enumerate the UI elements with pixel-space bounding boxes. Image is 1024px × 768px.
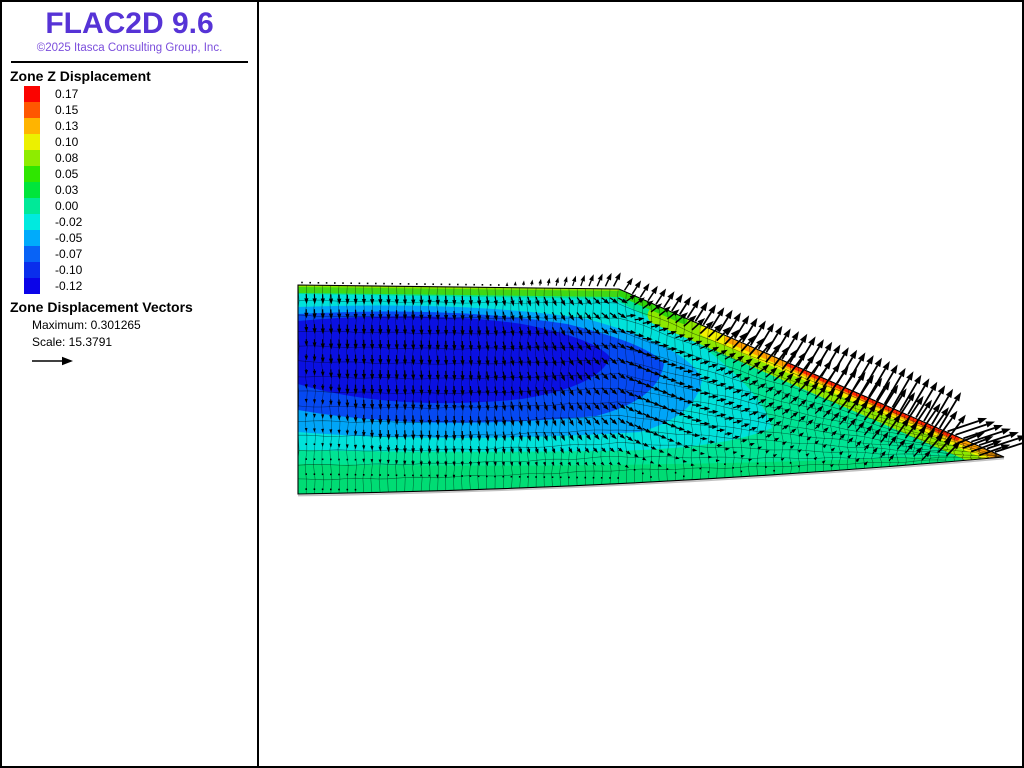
copyright-text: ©2025 Itasca Consulting Group, Inc. xyxy=(36,42,223,54)
divider xyxy=(11,61,248,63)
legend-color-swatch xyxy=(24,278,40,294)
legend-color-swatch xyxy=(24,198,40,214)
legend-color-swatch xyxy=(24,262,40,278)
legend-value: -0.05 xyxy=(55,231,83,245)
vector-maximum: Maximum: 0.301265 xyxy=(32,318,141,332)
legend-color-swatch xyxy=(24,86,40,102)
legend-value: 0.13 xyxy=(55,119,79,133)
legend-value: -0.12 xyxy=(55,279,83,293)
legend-value: 0.17 xyxy=(55,87,79,101)
legend-entry: 0.17 xyxy=(24,86,257,102)
legend-value: 0.00 xyxy=(55,199,79,213)
panel-separator xyxy=(257,2,259,766)
legend-entry: 0.15 xyxy=(24,102,257,118)
legend-entry: -0.07 xyxy=(24,246,257,262)
legend-value: 0.08 xyxy=(55,151,79,165)
legend-value: 0.05 xyxy=(55,167,79,181)
legend-value: 0.10 xyxy=(55,135,79,149)
legend-color-swatch xyxy=(24,182,40,198)
legend-entry: 0.00 xyxy=(24,198,257,214)
legend-entry: 0.03 xyxy=(24,182,257,198)
legend-entry: -0.12 xyxy=(24,278,257,294)
legend-value: -0.02 xyxy=(55,215,83,229)
legend-entry: -0.10 xyxy=(24,262,257,278)
legend-value: -0.07 xyxy=(55,247,83,261)
legend-color-swatch xyxy=(24,214,40,230)
legend-entry: -0.05 xyxy=(24,230,257,246)
legend-title-vectors: Zone Displacement Vectors xyxy=(10,299,193,315)
legend-entry: -0.02 xyxy=(24,214,257,230)
legend-color-swatch xyxy=(24,246,40,262)
legend-scale: 0.17 0.15 0.13 0.10 0.08 0.05 0.03 0.00 -0.02 -0.… xyxy=(2,86,257,294)
vector-scale-arrow-icon xyxy=(32,356,73,366)
legend-color-swatch xyxy=(24,230,40,246)
legend-entry: 0.13 xyxy=(24,118,257,134)
legend-panel: FLAC2D 9.6 ©2025 Itasca Consulting Group… xyxy=(2,2,257,766)
legend-color-swatch xyxy=(24,118,40,134)
app-title: FLAC2D 9.6 xyxy=(45,7,214,40)
legend-color-swatch xyxy=(24,134,40,150)
legend-title-zdisplacement: Zone Z Displacement xyxy=(10,68,151,84)
legend-value: -0.10 xyxy=(55,263,83,277)
legend-value: 0.15 xyxy=(55,103,79,117)
vector-scale: Scale: 15.3791 xyxy=(32,335,113,349)
legend-entry: 0.05 xyxy=(24,166,257,182)
legend-entry: 0.10 xyxy=(24,134,257,150)
legend-entry: 0.08 xyxy=(24,150,257,166)
legend-value: 0.03 xyxy=(55,183,79,197)
legend-color-swatch xyxy=(24,102,40,118)
legend-color-swatch xyxy=(24,150,40,166)
legend-color-swatch xyxy=(24,166,40,182)
